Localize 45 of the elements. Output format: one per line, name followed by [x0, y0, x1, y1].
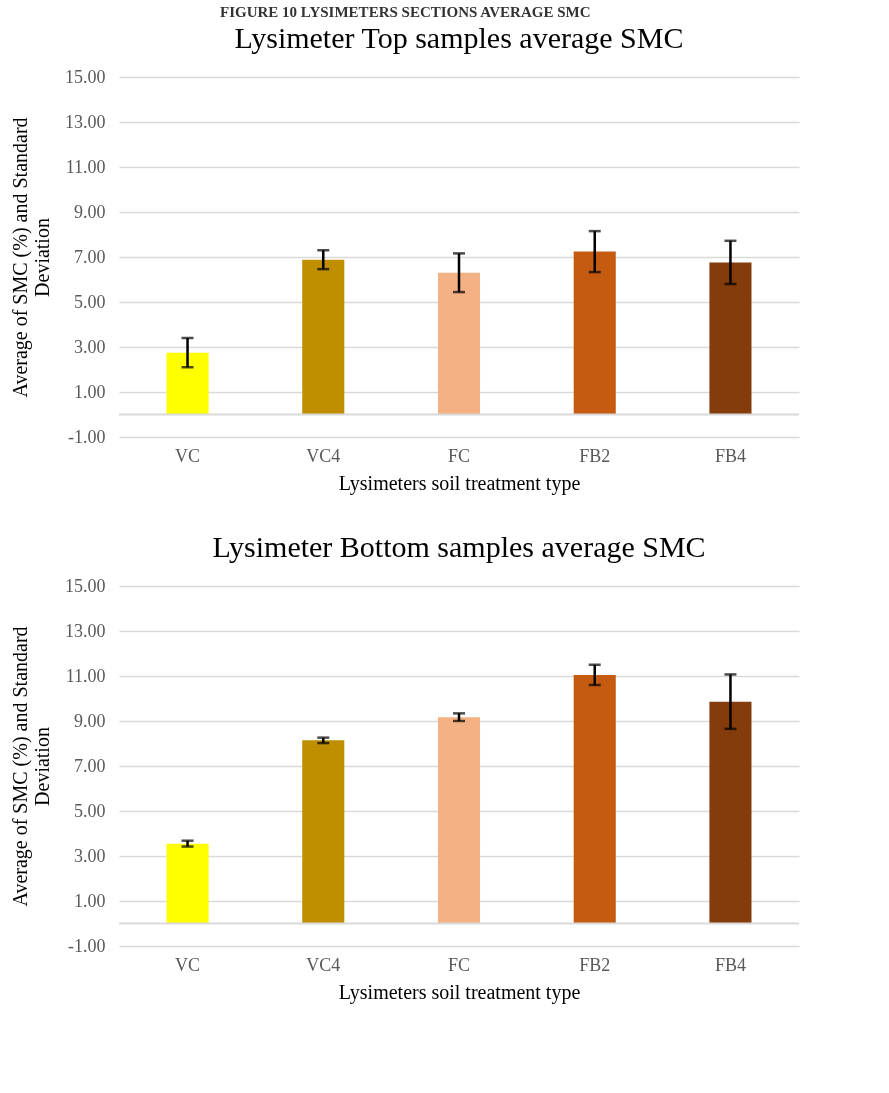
bar — [437, 717, 481, 924]
x-axis-title: Lysimeters soil treatment type — [338, 980, 581, 1004]
y-tick-label: 3.00 — [74, 336, 106, 357]
y-tick-label: 3.00 — [74, 845, 106, 866]
y-tick-label: 11.00 — [65, 156, 106, 177]
y-axis-title: Average of SMC (%) and Standard Deviation — [9, 626, 53, 907]
y-tick-label: -1.00 — [68, 935, 106, 956]
bar — [573, 674, 616, 924]
y-tick-label: 7.00 — [74, 246, 106, 267]
bar — [302, 740, 345, 924]
bar — [437, 272, 481, 415]
y-tick-label: 13.00 — [65, 111, 106, 132]
x-tick-label: VC4 — [306, 954, 341, 975]
x-tick-label: VC4 — [306, 445, 341, 466]
bar — [302, 259, 345, 415]
y-tick-label: -1.00 — [68, 426, 106, 447]
y-tick-label: 5.00 — [74, 291, 106, 312]
x-tick-label: FC — [447, 954, 471, 975]
bar — [709, 701, 752, 924]
x-tick-label: FB4 — [714, 954, 746, 975]
y-tick-label: 1.00 — [74, 890, 106, 911]
x-tick-label: VC — [175, 445, 201, 466]
bar — [709, 262, 752, 415]
x-tick-label: FB4 — [714, 445, 746, 466]
chart-title: Lysimeter Bottom samples average SMC — [212, 530, 706, 563]
caption: FIGURE 10 LYSIMETERS SECTIONS AVERAGE SMC — [219, 4, 591, 20]
bar — [573, 251, 616, 415]
y-tick-label: 7.00 — [74, 755, 106, 776]
x-axis-title: Lysimeters soil treatment type — [338, 471, 581, 495]
y-axis-title: Average of SMC (%) and Standard Deviation — [9, 117, 53, 398]
x-tick-label: FB2 — [579, 954, 611, 975]
y-tick-label: 9.00 — [74, 710, 106, 731]
y-tick-label: 11.00 — [65, 665, 106, 686]
bar — [166, 352, 209, 415]
bar — [166, 843, 209, 924]
y-tick-label: 15.00 — [65, 575, 106, 596]
y-tick-label: 15.00 — [65, 66, 106, 87]
y-tick-label: 5.00 — [74, 800, 106, 821]
y-tick-label: 1.00 — [74, 381, 106, 402]
chart-title: Lysimeter Top samples average SMC — [234, 21, 684, 54]
y-tick-label: 13.00 — [65, 620, 106, 641]
x-tick-label: FC — [447, 445, 471, 466]
y-tick-label: 9.00 — [74, 201, 106, 222]
x-tick-label: FB2 — [579, 445, 611, 466]
x-tick-label: VC — [175, 954, 201, 975]
